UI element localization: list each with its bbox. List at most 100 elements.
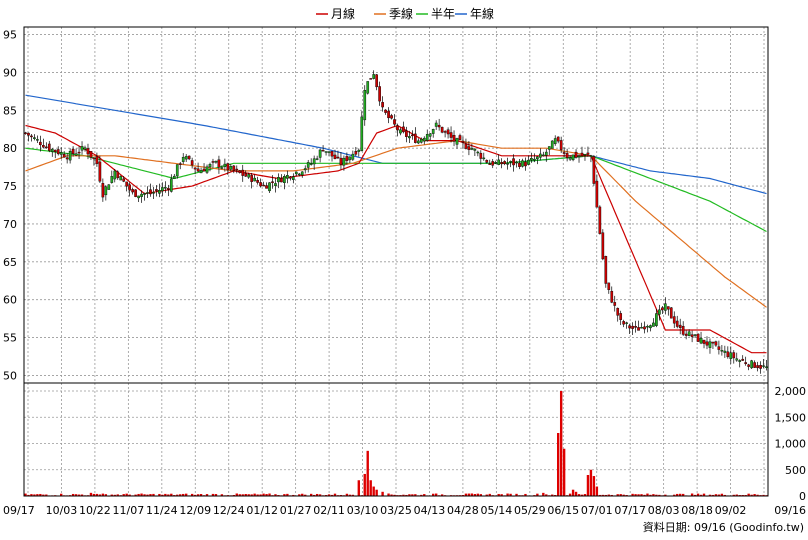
candle-body [158, 190, 161, 194]
volume-bar [158, 493, 161, 496]
volume-panel-border [23, 382, 769, 497]
volume-bar [506, 493, 509, 496]
volume-bar [304, 494, 307, 496]
candle-body [565, 153, 569, 158]
candle-body [339, 157, 343, 165]
candle-body [509, 160, 512, 163]
candle-body [384, 109, 387, 113]
volume-bar [80, 494, 84, 496]
candle-body [589, 155, 593, 157]
candle-body [440, 126, 444, 133]
candle-body [443, 131, 447, 133]
volume-bar [631, 493, 634, 496]
candle-body [268, 182, 271, 192]
candle-body [333, 154, 337, 160]
candle-body [390, 115, 393, 119]
candle-body [86, 148, 90, 155]
volume-bar [372, 486, 375, 496]
candle-body [750, 360, 753, 369]
volume-bar [693, 494, 697, 496]
candle-body [68, 150, 72, 161]
volume-bar [45, 494, 48, 496]
volume-tick-label: 0 [799, 490, 806, 503]
candle-body [300, 171, 304, 176]
volume-bar [176, 494, 179, 496]
price-tick-label: 75 [3, 180, 17, 193]
candle-body [169, 178, 173, 192]
volume-bar [545, 494, 548, 496]
candle-body [765, 366, 768, 368]
candle-body [274, 183, 277, 186]
volume-bar [571, 489, 575, 496]
volume-bar [708, 494, 712, 496]
candle-body [524, 161, 527, 167]
candle-body [196, 168, 200, 172]
volume-bar [330, 494, 334, 496]
candle-body [113, 170, 117, 180]
volume-bar [286, 493, 289, 496]
candle-body [705, 341, 709, 346]
volume-bar [542, 492, 545, 496]
volume-bar [476, 493, 480, 496]
volume-bar [301, 493, 304, 496]
date-tick-label: 11/07 [113, 504, 145, 517]
candle-body [143, 193, 146, 195]
volume-bar [589, 469, 593, 496]
candle-body [646, 325, 649, 328]
volume-bar [116, 494, 119, 496]
candle-body [568, 157, 572, 160]
candle-body [604, 256, 608, 284]
volume-bar [113, 494, 116, 496]
candle-body [649, 325, 652, 329]
candle-body [128, 184, 131, 191]
volume-bar [601, 494, 605, 496]
volume-bar [74, 494, 78, 496]
volume-bar [652, 494, 655, 496]
volume-bar [643, 494, 646, 496]
volume-bar [238, 494, 241, 496]
volume-bar [619, 494, 622, 496]
candle-body [199, 170, 203, 174]
date-tick-label: 04/13 [414, 504, 446, 517]
date-tick-label: 12/24 [213, 504, 245, 517]
date-tick-label: 12/09 [179, 504, 211, 517]
candle-body [506, 163, 509, 165]
volume-bar [500, 494, 503, 496]
volume-bar [699, 494, 703, 496]
volume-bar [262, 493, 265, 496]
volume-bar [610, 494, 613, 496]
candle-body [354, 151, 358, 155]
volume-bar [714, 494, 718, 496]
candle-body [744, 362, 748, 365]
candle-body [470, 148, 474, 150]
volume-bar [125, 493, 128, 496]
legend-label-half: 半年 [431, 7, 455, 21]
volume-bar [137, 493, 140, 496]
volume-bar [30, 494, 33, 496]
legend: 月線 季線 半年 年線 [316, 6, 494, 21]
volume-bar [128, 494, 131, 496]
price-tick-label: 85 [3, 104, 17, 117]
candle-body [134, 189, 137, 197]
candle-body [723, 350, 727, 353]
date-tick-label: 03/10 [347, 504, 379, 517]
volume-bar [696, 493, 700, 496]
volume-bar [756, 494, 759, 496]
volume-bar [607, 494, 610, 496]
candle-body [405, 130, 408, 137]
volume-bar [598, 494, 602, 496]
candle-body [696, 333, 700, 342]
volume-bar [559, 391, 563, 496]
candle-body [408, 136, 411, 139]
volume-bar [101, 493, 105, 496]
volume-bar [205, 494, 209, 496]
volume-bar [536, 493, 539, 496]
candle-body [431, 129, 435, 134]
candle-body [321, 150, 325, 152]
candle-body [625, 322, 628, 324]
candle-body [164, 187, 167, 189]
volume-bar [199, 494, 203, 496]
candle-body [342, 157, 346, 166]
candle-body [411, 134, 414, 137]
